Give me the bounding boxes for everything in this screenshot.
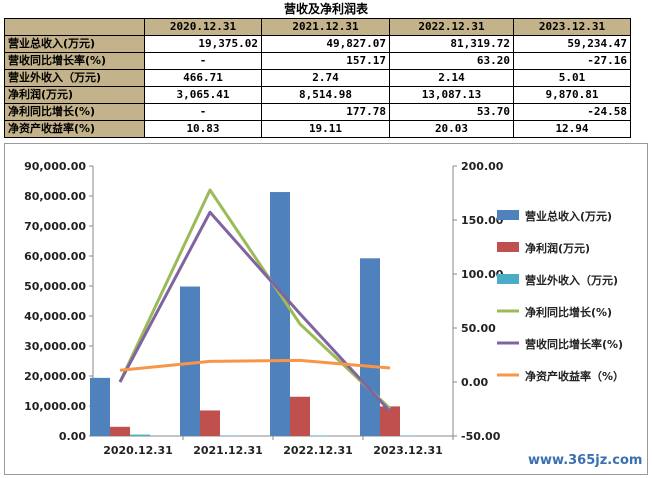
legend-swatch [497,210,519,220]
legend-label: 营收同比增长率(%) [525,337,623,351]
bar [310,435,330,436]
table-cell: 157.17 [261,52,390,70]
table-header-year: 2021.12.31 [261,18,390,36]
table-row: 营业总收入(万元) 19,375.02 49,827.07 81,319.72 … [4,35,631,53]
x-axis-tick-label: 2023.12.31 [373,444,443,457]
legend-label: 营业总收入(万元) [525,209,612,223]
series-line [118,188,392,410]
table-cell: 20.03 [389,120,514,138]
table-row: 营收同比增长率(%) - 157.17 63.20 -27.16 [4,52,631,70]
row-label: 净利同比增长(%) [4,103,145,121]
table-header-year: 2023.12.31 [513,18,631,36]
bar [180,286,200,436]
legend-swatch [497,242,519,252]
series-line [118,210,392,413]
bar [220,435,240,436]
bar [400,435,420,436]
right-axis-tick-label: 100.00 [461,268,504,281]
left-axis-tick-label: 80,000.00 [24,190,86,203]
chart-container: 0.00 10,000.00 20,000.00 30,000.00 40,000.00… [4,143,648,475]
table-cell: 10.83 [144,120,262,138]
legend-label: 净利润(万元) [525,241,590,255]
left-axis-tick-label: 0.00 [59,430,86,443]
watermark: www.365jz.com [528,453,643,468]
table-cell: 12.94 [513,120,631,138]
row-label: 营收同比增长率(%) [4,52,145,70]
right-axis-tick-label: 200.00 [461,160,504,173]
bar [90,377,110,436]
table-cell: 466.71 [144,69,262,87]
row-label: 营业外收入（万元) [4,69,145,87]
table-cell: 81,319.72 [389,35,514,53]
table-cell: -24.58 [513,103,631,121]
table-row: 净利同比增长(%) - 177.78 53.70 -24.58 [4,103,631,121]
table-cell: - [144,52,262,70]
table-cell: 3,065.41 [144,86,262,104]
table-cell: 53.70 [389,103,514,121]
table-cell: 59,234.47 [513,35,631,53]
table-cell: 63.20 [389,52,514,70]
bar [360,258,380,436]
table-cell: 177.78 [261,103,390,121]
table-cell: 5.01 [513,69,631,87]
table-cell: 2.74 [261,69,390,87]
bar [290,396,310,436]
table-cell: 8,514.98 [261,86,390,104]
right-axis-tick-label: 150.00 [461,214,504,227]
right-axis-tick-label: 50.00 [461,322,496,335]
table-header-year: 2022.12.31 [389,18,514,36]
left-axis-tick-label: 30,000.00 [24,340,86,353]
bar [270,192,290,436]
left-axis-tick-label: 70,000.00 [24,220,86,233]
left-axis-tick-label: 60,000.00 [24,250,86,263]
table-header-corner [4,18,145,36]
left-axis-tick-label: 10,000.00 [24,400,86,413]
table-cell: 2.14 [389,69,514,87]
legend-label: 净利同比增长(%) [525,305,612,319]
left-axis-tick-label: 40,000.00 [24,310,86,323]
financial-table: 2020.12.31 2021.12.31 2022.12.31 2023.12… [4,18,631,138]
left-axis-tick-label: 50,000.00 [24,280,86,293]
table-row: 净利润(万元) 3,065.41 8,514.98 13,087.13 9,87… [4,86,631,104]
table-header-year: 2020.12.31 [144,18,262,36]
table-header-row: 2020.12.31 2021.12.31 2022.12.31 2023.12… [4,18,631,36]
x-axis-tick-label: 2021.12.31 [193,444,263,457]
table-cell: 9,870.81 [513,86,631,104]
combo-chart: 0.00 10,000.00 20,000.00 30,000.00 40,000.00… [24,160,624,457]
bar [110,426,130,436]
table-cell: 19,375.02 [144,35,262,53]
table-row: 净资产收益率(%) 10.83 19.11 20.03 12.94 [4,120,631,138]
row-label: 净利润(万元) [4,86,145,104]
table-cell: 13,087.13 [389,86,514,104]
row-label: 营业总收入(万元) [4,35,145,53]
table-row: 营业外收入（万元) 466.71 2.74 2.14 5.01 [4,69,631,87]
table-cell: 19.11 [261,120,390,138]
left-axis-tick-label: 20,000.00 [24,370,86,383]
left-axis-tick-label: 90,000.00 [24,160,86,173]
legend-label: 营业外收入（万元) [525,273,618,287]
x-axis-tick-label: 2022.12.31 [283,444,353,457]
table-title: 营收及净利润表 [283,2,368,16]
bar [380,406,400,436]
x-axis-tick-label: 2020.12.31 [103,444,173,457]
bar [130,434,150,436]
table-cell: - [144,103,262,121]
series-line [119,358,391,372]
row-label: 净资产收益率(%) [4,120,145,138]
right-axis-tick-label: 0.00 [461,376,488,389]
bar [200,410,220,436]
table-cell: -27.16 [513,52,631,70]
table-cell: 49,827.07 [261,35,390,53]
legend-swatch [497,274,519,284]
right-axis-tick-label: -50.00 [461,430,501,443]
legend-label: 净资产收益率（%） [525,369,624,383]
